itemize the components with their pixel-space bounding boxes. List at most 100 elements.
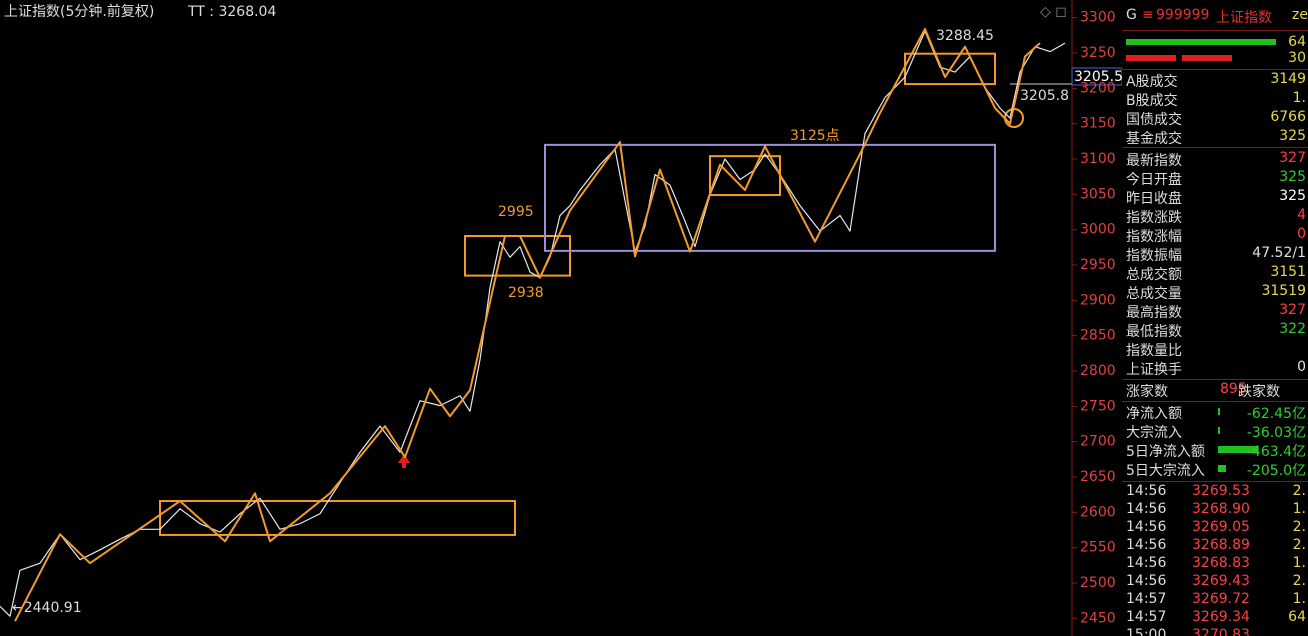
info-row: 最高指数 327 — [1126, 302, 1308, 321]
tick-time: 14:56 — [1126, 573, 1167, 589]
tick-vol: 1. — [1292, 591, 1306, 607]
row-label: 指数振幅 — [1126, 248, 1182, 264]
tick-price: 3270.83 — [1192, 627, 1250, 636]
info-row: A股成交 3149 — [1126, 71, 1308, 90]
tick-vol: 1. — [1292, 501, 1306, 517]
flow-row: 净流入额 -62.45亿 — [1126, 403, 1308, 422]
y-tick-label: 2600 — [1080, 504, 1116, 520]
y-tick-label: 2500 — [1080, 575, 1116, 591]
sep — [1122, 30, 1308, 31]
row-label: A股成交 — [1126, 74, 1178, 90]
y-tick-label: 2550 — [1080, 540, 1116, 556]
tick-price: 3269.72 — [1192, 591, 1250, 607]
updown-label: 涨家数 — [1126, 384, 1168, 400]
row-value: 0 — [1297, 226, 1306, 242]
sep — [1122, 147, 1308, 148]
header-text: ≡ — [1142, 7, 1154, 23]
annotation: 3288.45 — [936, 28, 994, 44]
y-tick-label: 2900 — [1080, 292, 1116, 308]
annotation: ←2440.91 — [12, 600, 82, 616]
tick-price: 3269.05 — [1192, 519, 1250, 535]
tick-vol: 1. — [1292, 555, 1306, 571]
info-row: 基金成交 325 — [1126, 128, 1308, 147]
info-row: 昨日收盘 325 — [1126, 188, 1308, 207]
tick-time: 14:56 — [1126, 537, 1167, 553]
tick-price: 3269.43 — [1192, 573, 1250, 589]
bar-value: 64 — [1288, 34, 1306, 50]
tick-row: 15:00 3270.83 — [1126, 627, 1308, 636]
y-tick-label: 2750 — [1080, 398, 1116, 414]
arrow-icon — [398, 454, 410, 468]
row-value: 327 — [1279, 302, 1306, 318]
tick-vol: 2. — [1292, 573, 1306, 589]
row-label: 今日开盘 — [1126, 172, 1182, 188]
row-label: 总成交量 — [1126, 286, 1182, 302]
range-box — [544, 143, 996, 252]
flow-bar — [1218, 427, 1220, 434]
flow-value: -62.45亿 — [1246, 406, 1306, 422]
tick-price: 3269.53 — [1192, 483, 1250, 499]
updown-label: 跌家数 — [1238, 384, 1280, 400]
flow-value: -36.03亿 — [1246, 425, 1306, 441]
sep — [1122, 481, 1308, 482]
bar — [1126, 55, 1176, 61]
tick-row: 14:56 3269.53 2. — [1126, 483, 1308, 502]
header-text: ze — [1292, 7, 1308, 23]
tick-time: 14:57 — [1126, 609, 1167, 625]
info-row: 指数量比 — [1126, 340, 1308, 359]
highlight-circle — [1004, 108, 1024, 128]
tick-row: 14:57 3269.72 1. — [1126, 591, 1308, 610]
info-row: 国债成交 6766 — [1126, 109, 1308, 128]
row-value: 47.52/1 — [1252, 245, 1306, 261]
tick-time: 14:56 — [1126, 501, 1167, 517]
tick-row: 14:56 3268.83 1. — [1126, 555, 1308, 574]
row-value: 6766 — [1270, 109, 1306, 125]
sep — [1122, 379, 1308, 380]
flow-bar — [1218, 408, 1220, 415]
annotation: 3205.8 — [1020, 88, 1069, 104]
flow-label: 净流入额 — [1126, 406, 1182, 422]
row-label: B股成交 — [1126, 93, 1178, 109]
tick-price: 3268.89 — [1192, 537, 1250, 553]
row-label: 国债成交 — [1126, 112, 1182, 128]
row-label: 指数涨跌 — [1126, 210, 1182, 226]
tick-row: 14:56 3268.90 1. — [1126, 501, 1308, 520]
flow-value: -205.0亿 — [1246, 463, 1306, 479]
tick-vol: 2. — [1292, 483, 1306, 499]
tick-price: 3269.34 — [1192, 609, 1250, 625]
y-tick-label: 3150 — [1080, 116, 1116, 132]
y-tick-label: 2700 — [1080, 434, 1116, 450]
range-box — [159, 500, 516, 536]
flow-row: 大宗流入 -36.03亿 — [1126, 422, 1308, 441]
bar-value: 30 — [1288, 50, 1306, 66]
icon[interactable]: ◇ ◻ — [1040, 4, 1067, 20]
tick-row: 14:57 3269.34 64 — [1126, 609, 1308, 628]
tick-row: 14:56 3269.05 2. — [1126, 519, 1308, 538]
tick-vol: 2. — [1292, 519, 1306, 535]
tick-row: 14:56 3269.43 2. — [1126, 573, 1308, 592]
y-tick-label: 3100 — [1080, 151, 1116, 167]
row-label: 总成交额 — [1126, 267, 1182, 283]
row-value: 325 — [1279, 128, 1306, 144]
annotation: 2938 — [508, 285, 544, 301]
row-label: 最低指数 — [1126, 324, 1182, 340]
flow-row: 5日大宗流入 -205.0亿 — [1126, 460, 1308, 479]
flow-label: 5日大宗流入 — [1126, 463, 1205, 479]
tick-vol: 64 — [1288, 609, 1306, 625]
current-price-box — [1071, 67, 1122, 86]
y-tick-label: 3200 — [1080, 80, 1116, 96]
annotation: 2995 — [498, 204, 534, 220]
info-row: 总成交额 3151 — [1126, 264, 1308, 283]
row-label: 最高指数 — [1126, 305, 1182, 321]
tick-time: 14:56 — [1126, 483, 1167, 499]
row-label: 指数涨幅 — [1126, 229, 1182, 245]
flow-bar — [1218, 465, 1226, 472]
info-row: 最低指数 322 — [1126, 321, 1308, 340]
row-label: 最新指数 — [1126, 153, 1182, 169]
header-text: 999999 — [1156, 7, 1210, 23]
row-value: 325 — [1279, 188, 1306, 204]
y-tick-label: 3300 — [1080, 10, 1116, 26]
info-row: 最新指数 327 — [1126, 150, 1308, 169]
flow-label: 5日净流入额 — [1126, 444, 1205, 460]
tick-time: 14:56 — [1126, 519, 1167, 535]
